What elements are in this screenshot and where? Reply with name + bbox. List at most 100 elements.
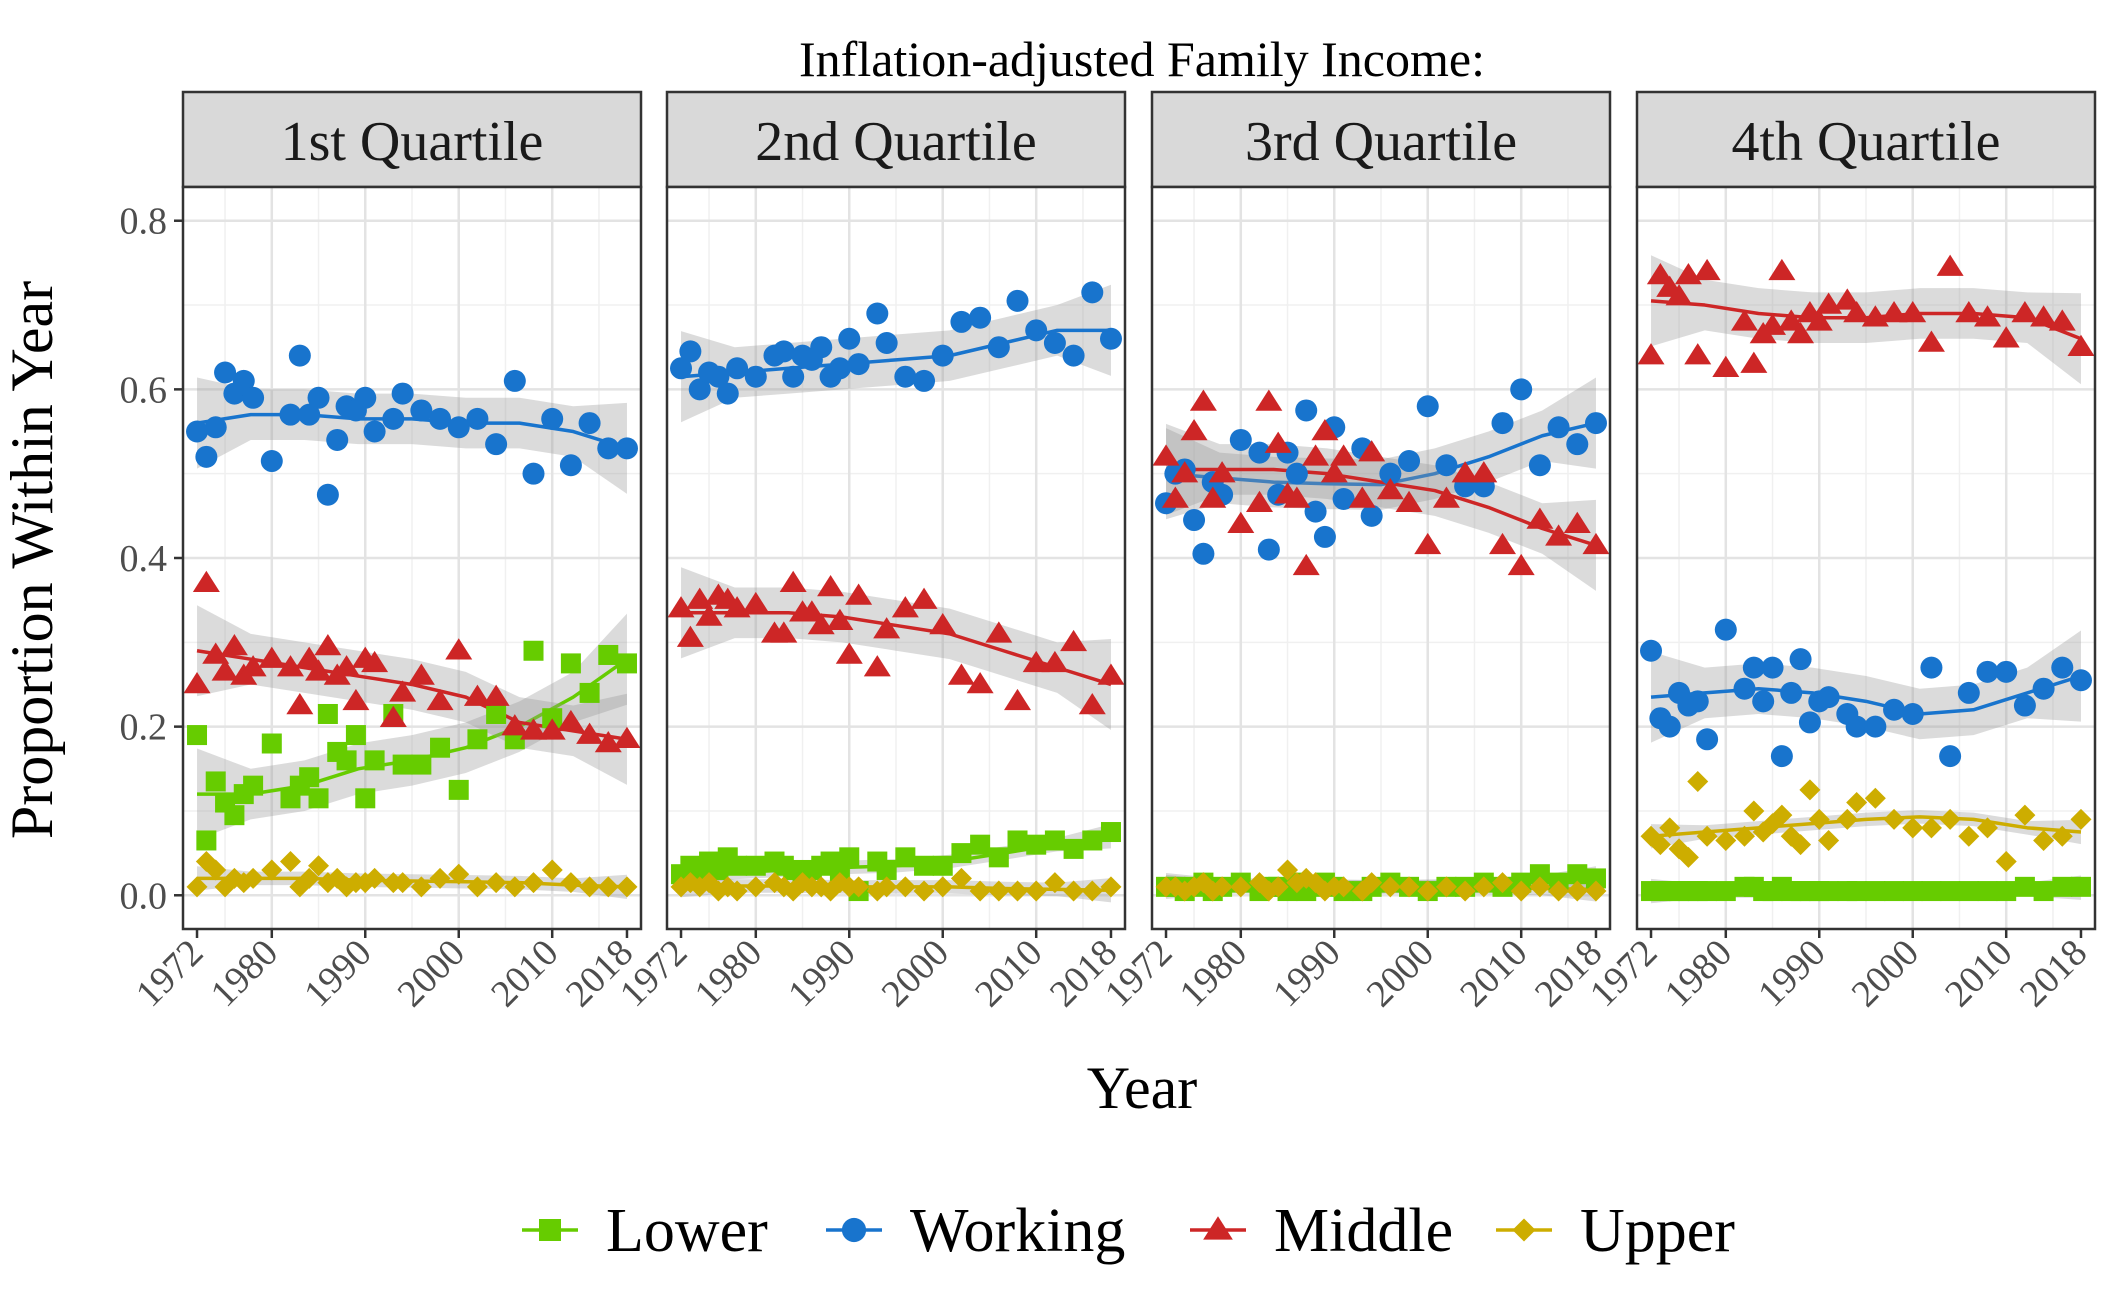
data-point-middle (389, 680, 417, 702)
data-point-middle (192, 570, 220, 593)
data-point-lower (205, 771, 226, 792)
data-point-working (195, 445, 218, 468)
data-point-middle (2011, 300, 2039, 323)
data-point-upper (1277, 859, 1299, 881)
data-point-upper (298, 867, 320, 889)
data-point-middle (1665, 284, 1693, 306)
data-point-middle (183, 671, 211, 694)
data-point-middle (538, 718, 566, 740)
data-point-lower (345, 725, 366, 746)
data-point-middle (742, 591, 770, 614)
data-point-middle (314, 634, 342, 656)
data-point-middle (202, 642, 230, 664)
data-point-middle (1955, 300, 1983, 323)
data-point-middle (295, 646, 323, 668)
x-tick-label: 2010 (1937, 932, 2020, 1015)
y-tick-label: 0.8 (120, 201, 168, 243)
facet-strip-label: 4th Quartile (1731, 111, 2000, 173)
data-point-upper (1995, 851, 2017, 873)
data-point-working (1864, 715, 1887, 738)
facet-strip (1635, 90, 2097, 189)
data-point-working (1686, 690, 1709, 713)
data-point-lower (1044, 830, 1065, 851)
facet-strip-label: 1st Quartile (281, 111, 544, 173)
data-point-upper (1808, 808, 1830, 830)
data-point-middle (1180, 419, 1208, 441)
data-point-middle (239, 655, 267, 677)
data-point-working (894, 365, 917, 388)
data-point-working (1640, 639, 1663, 662)
data-point-lower (467, 729, 488, 750)
data-point-middle (1712, 355, 1740, 378)
data-point-upper (969, 880, 991, 902)
data-point-working (2013, 694, 2036, 717)
data-point-working (1957, 681, 1980, 704)
data-point-middle (1432, 486, 1460, 508)
data-point-working (1920, 656, 1943, 679)
data-point-working (1360, 504, 1383, 527)
x-tick-label: 2000 (874, 932, 957, 1015)
data-point-lower (895, 847, 916, 868)
x-tick-label: 2018 (2012, 932, 2095, 1015)
data-point-lower (914, 855, 935, 876)
data-point-lower (988, 847, 1009, 868)
data-point-working (1183, 509, 1206, 532)
x-tick-label: 1972 (612, 932, 695, 1015)
data-point-lower (727, 855, 748, 876)
data-point-middle (1507, 553, 1535, 576)
data-point-lower (542, 708, 563, 729)
data-point-upper (1333, 876, 1355, 898)
data-point-middle (1358, 440, 1386, 462)
data-point-working (326, 428, 349, 451)
data-point-working (1043, 331, 1066, 354)
data-point-lower (1818, 881, 1839, 902)
data-point-upper (579, 876, 601, 898)
data-point-middle (1974, 305, 2002, 327)
data-point-upper (1548, 880, 1570, 902)
data-point-lower (243, 775, 264, 796)
data-point-working (2069, 669, 2092, 692)
data-point-working (466, 407, 489, 430)
data-point-middle (817, 575, 845, 597)
data-points (1152, 378, 1610, 902)
data-point-middle (1320, 461, 1348, 483)
data-point-lower (1940, 881, 1961, 902)
data-point-lower (1100, 822, 1121, 843)
data-point-middle (1833, 288, 1861, 310)
data-point-working (2032, 677, 2055, 700)
data-point-lower (2033, 881, 2054, 902)
data-point-working (1995, 660, 2018, 683)
data-point-lower (2014, 876, 2035, 897)
data-point-working (186, 420, 209, 443)
data-point-working (1761, 656, 1784, 679)
data-point-middle (1078, 693, 1106, 715)
data-point-lower (1026, 834, 1047, 855)
data-point-middle (501, 714, 529, 736)
data-point-working (1770, 745, 1793, 768)
legend-item-middle: Middle (1190, 1197, 1453, 1265)
data-point-middle (1348, 486, 1376, 508)
data-point-lower (1977, 881, 1998, 902)
legend: Lower Working Middle Upper (522, 1197, 1735, 1265)
data-point-working (1099, 327, 1122, 350)
data-point-working (1547, 416, 1570, 439)
data-point-upper (1435, 876, 1457, 898)
data-point-working (1566, 433, 1589, 456)
data-point-working (950, 310, 973, 333)
data-point-working (726, 357, 749, 380)
data-point-upper (1818, 829, 1840, 851)
data-point-working (279, 403, 302, 426)
data-point-middle (1768, 258, 1796, 281)
data-point-working (716, 382, 739, 405)
data-point-working (522, 462, 545, 485)
data-point-working (410, 399, 433, 422)
legend-item-lower: Lower (522, 1197, 768, 1265)
data-point-working (288, 344, 311, 367)
trend-line-upper (197, 876, 628, 889)
legend-label: Lower (606, 1197, 768, 1265)
data-point-upper (1230, 876, 1252, 898)
data-point-upper (1920, 817, 1942, 839)
legend-key-marker (539, 1219, 561, 1241)
